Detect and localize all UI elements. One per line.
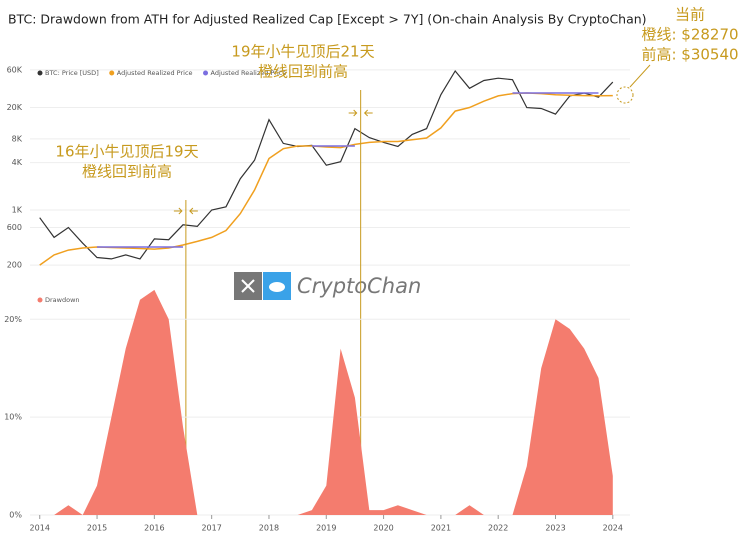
y-tick-label: 200 [7, 261, 22, 270]
legend-label: Adjusted Realized Price [211, 69, 287, 77]
legend-swatch [109, 70, 115, 76]
y-tick-label: 10% [4, 413, 22, 422]
y-tick-label: 0% [9, 511, 22, 520]
legend-swatch [37, 297, 43, 303]
x-tick-label: 2014 [30, 524, 50, 533]
y-tick-label: 20% [4, 315, 22, 324]
event-arrows [348, 109, 373, 117]
x-tick-label: 2022 [488, 524, 508, 533]
x-tick-label: 2021 [431, 524, 451, 533]
series-line [97, 92, 599, 248]
watermark-icons [234, 272, 291, 300]
annotation: 前高: $30540 [641, 46, 738, 64]
legend-label: Drawdown [45, 296, 80, 304]
watermark: CryptoChan [297, 274, 421, 298]
x-tick-label: 2016 [144, 524, 164, 533]
event-arrows [173, 207, 198, 215]
legend-swatch [37, 70, 43, 76]
y-tick-label: 60K [7, 65, 23, 74]
y-tick-label: 4K [12, 158, 23, 167]
x-tick-label: 2024 [603, 524, 623, 533]
series-line [39, 69, 614, 260]
annotation: 当前 [675, 6, 705, 24]
annotation: 橙线: $28270 [641, 26, 738, 44]
chart-title: BTC: Drawdown from ATH for Adjusted Real… [8, 12, 647, 27]
x-tick-label: 2017 [201, 524, 221, 533]
x-tick-label: 2018 [259, 524, 279, 533]
y-tick-label: 8K [12, 134, 23, 143]
x-tick-label: 2023 [545, 524, 565, 533]
x-tick-label: 2020 [373, 524, 393, 533]
legend-label: BTC: Price [USD] [45, 69, 99, 77]
legend-swatch [203, 70, 209, 76]
current-arrow [629, 64, 651, 88]
annotation: 19年小牛见顶后21天 [231, 43, 374, 61]
y-tick-label: 1K [12, 206, 23, 215]
current-marker [616, 86, 634, 104]
annotation: 橙线回到前高 [82, 163, 172, 181]
x-tick-label: 2015 [87, 524, 107, 533]
y-tick-label: 600 [7, 223, 22, 232]
series-area [39, 289, 613, 515]
annotation: 橙线回到前高 [258, 63, 348, 81]
annotation: 16年小牛见顶后19天 [55, 143, 198, 161]
legend-label: Adjusted Realized Price [117, 69, 193, 77]
x-tick-label: 2019 [316, 524, 336, 533]
y-tick-label: 20K [7, 103, 23, 112]
